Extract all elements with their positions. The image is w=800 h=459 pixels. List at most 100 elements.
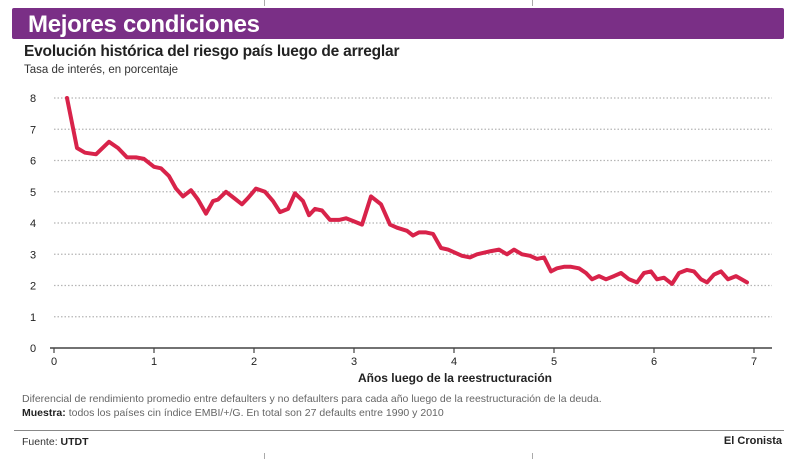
notes-sample-text: todos los países cin índice EMBI/+/G. En… [68,407,444,419]
data-point [734,274,738,278]
y-tick-label: 0 [30,343,36,355]
x-tick-label: 7 [751,356,757,368]
data-point [635,280,639,284]
data-point [417,230,421,234]
frame-tick-bottom-right [532,453,533,459]
data-point [411,233,415,238]
data-point [677,271,681,275]
data-point [520,252,524,256]
data-point [107,140,111,144]
data-point [337,218,341,222]
data-point [405,229,409,233]
data-point [439,246,443,250]
data-point [159,166,163,170]
data-point [649,269,653,273]
y-tick-label: 6 [30,156,36,168]
data-point [512,248,516,252]
data-point [395,226,399,230]
data-point [685,268,689,272]
frame-tick-bottom-left [264,453,265,459]
x-tick-label: 4 [451,356,457,368]
x-tick-labels: 0 1 2 3 4 5 6 7 [51,348,757,368]
data-point [569,265,573,269]
brand-logo: El Cronista [723,435,782,447]
y-tick-label: 1 [30,312,36,324]
data-point [597,274,601,278]
chart-notes: Diferencial de rendimiento promedio entr… [22,392,782,420]
frame-tick-top-right [532,0,533,6]
data-point [224,190,228,194]
y-tick-label: 2 [30,281,36,293]
chart-subtitle: Evolución histórica del riesgo país lueg… [24,43,400,60]
data-point [204,212,208,216]
x-tick-label: 5 [551,356,557,368]
data-point [453,251,457,255]
data-point [555,266,559,270]
data-point [642,271,646,275]
data-point [232,196,236,200]
y-tick-label: 8 [30,93,36,105]
data-point [497,248,501,252]
data-point [489,249,493,253]
data-point [719,269,723,273]
y-tick-label: 3 [30,249,36,261]
data-point [181,194,185,198]
data-point [152,165,156,169]
data-point [705,280,709,284]
x-axis-title: Años luego de la reestructuración [358,371,552,385]
data-point [263,190,267,194]
y-unit-label: Tasa de interés, en porcentaje [24,64,179,76]
data-point [125,155,129,159]
data-point [655,277,659,281]
data-point [293,191,297,195]
data-point [75,146,79,150]
data-point [142,157,146,161]
notes-sample-label: Muestra: [22,407,66,419]
data-point [116,146,120,150]
data-point [301,199,305,203]
data-point [83,151,87,155]
data-point [604,277,608,281]
data-point [612,274,616,278]
y-tick-label: 7 [30,124,36,136]
frame-tick-top-left [264,0,265,6]
grid-layer [54,97,772,318]
data-point [211,199,215,203]
notes-line-2: Muestra: todos los países cin índice EMB… [22,406,782,420]
header-bar: Mejores condiciones [12,8,784,39]
data-point [65,96,69,100]
data-point [286,207,290,211]
data-point [577,266,581,270]
data-point [271,199,275,203]
data-point [360,223,364,227]
x-tick-label: 6 [651,356,657,368]
data-point [692,269,696,273]
data-point [320,208,324,213]
data-point [424,230,428,234]
data-point [196,198,200,202]
header-title: Mejores condiciones [28,11,260,38]
footer-divider [14,430,784,431]
y-tick-labels: 0 1 2 3 4 5 6 7 8 [30,93,36,355]
source-credit: Fuente: UTDT [22,436,89,448]
data-point [307,213,311,217]
data-point [562,265,566,269]
data-point [369,194,373,198]
x-tick-label: 3 [351,356,357,368]
data-point [535,257,539,261]
data-point [388,223,392,227]
data-point [468,255,472,259]
data-point [505,252,509,256]
series-line-0 [65,96,749,286]
data-point [313,207,317,211]
data-point [590,277,594,281]
data-point [699,277,703,281]
data-point [328,218,332,222]
data-point [619,271,623,275]
data-point [542,255,546,259]
data-point [240,202,244,206]
data-point [460,254,464,258]
data-point [482,251,486,255]
data-point [662,276,666,280]
